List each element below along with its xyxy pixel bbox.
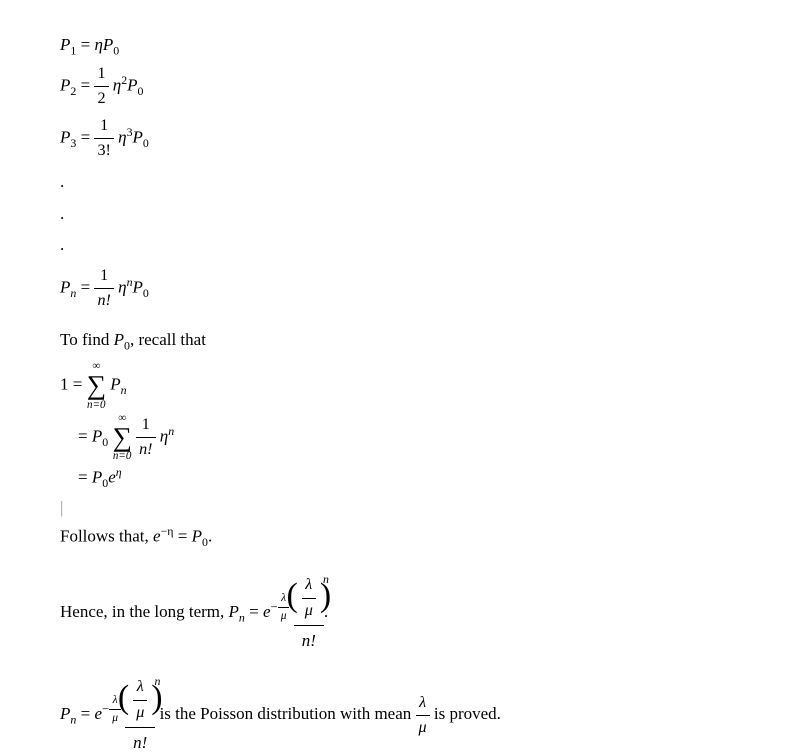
eq-P1: P1 = ηP0 [60, 32, 740, 60]
bd2: n! [125, 727, 155, 755]
sub-2: 2 [70, 84, 76, 98]
proved-text: is proved. [434, 704, 501, 723]
sub-3: 3 [70, 136, 76, 150]
num-3: 1 [94, 114, 113, 138]
text-follows: Follows that, e−η = P0. [60, 523, 740, 552]
pb1: μ [302, 598, 316, 623]
text-cursor: | [60, 495, 740, 521]
eq-Pn: Pn = 1n! ηnP0 [60, 264, 740, 313]
sum-Pn: n [121, 383, 127, 397]
tofind-post: , recall that [130, 330, 206, 349]
pe1: n [323, 571, 329, 589]
num-b: 1 [136, 413, 155, 437]
pt1: λ [302, 573, 316, 597]
exp-b: n [168, 424, 174, 438]
den-n: n! [94, 288, 113, 313]
dot-1: . [60, 169, 740, 195]
exp-c: η [116, 465, 122, 479]
one: 1 [60, 375, 69, 394]
eq-sum-3: = P0eη [60, 464, 740, 493]
sub-0c: 0 [143, 136, 149, 150]
text-conclusion: Pn = e−λμ λμ n n! is the Poisson distrib… [60, 675, 740, 755]
sub-n: n [70, 286, 76, 300]
pt2: λ [133, 675, 147, 699]
conc-Pn: n [70, 713, 76, 727]
hence-Pn: n [239, 611, 245, 625]
dot-2: . [60, 201, 740, 227]
sub-0d: 0 [143, 286, 149, 300]
eq-sum-2: = P0 ∞∑n=0 1n! ηn [60, 413, 740, 462]
follows-P0: 0 [202, 535, 208, 549]
text-hence: Hence, in the long term, Pn = e−λμ λμ n … [60, 573, 740, 653]
mb: μ [416, 715, 430, 740]
sub-0a: 0 [113, 43, 119, 57]
poisson-text: is the Poisson distribution with mean [160, 704, 416, 723]
eq-P3: P3 = 13! η3P0 [60, 114, 740, 163]
sub-1: 1 [70, 43, 76, 57]
sumbot2: n=0 [112, 451, 131, 462]
follows-exp: −η [161, 524, 174, 538]
eq-sum-1: 1 = ∞∑n=0 Pn [60, 361, 740, 410]
tofind-pre: To find [60, 330, 114, 349]
hence-text: Hence, in the long term, [60, 602, 229, 621]
den-b: n! [136, 437, 155, 462]
num-2: 1 [94, 62, 108, 86]
den-2: 2 [94, 86, 108, 111]
sum2-P0: 0 [102, 435, 108, 449]
num-n: 1 [94, 264, 113, 288]
follows-text: Follows that, [60, 526, 153, 545]
bd1: n! [294, 625, 324, 654]
den-3: 3! [94, 138, 113, 163]
dot-3: . [60, 232, 740, 258]
sumbot1: n=0 [87, 400, 106, 411]
pe2: n [154, 673, 160, 691]
sub-0b: 0 [138, 84, 144, 98]
eq-P2: P2 = 12 η2P0 [60, 62, 740, 111]
pb2: μ [133, 700, 147, 725]
text-tofind: To find P0, recall that [60, 327, 740, 355]
